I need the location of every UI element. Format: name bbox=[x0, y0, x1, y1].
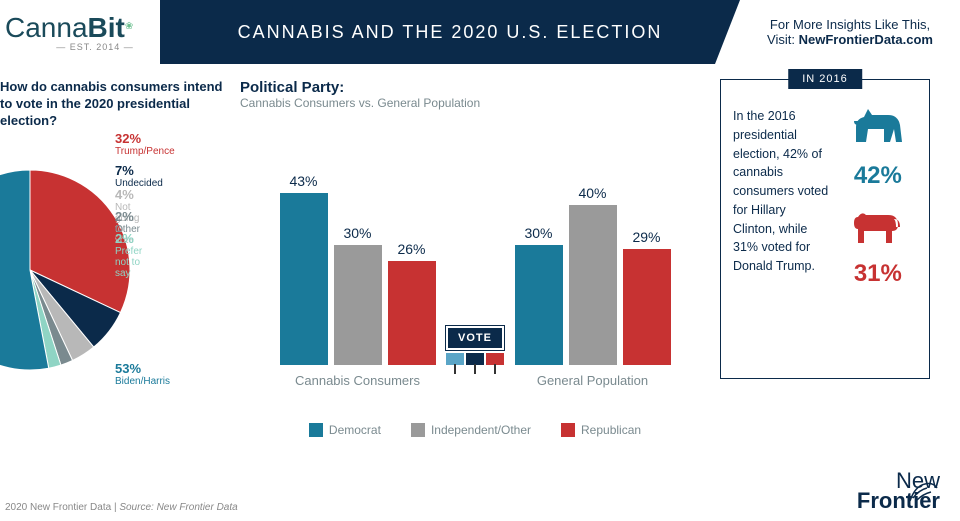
title-text: CANNABIS AND THE 2020 U.S. ELECTION bbox=[238, 22, 663, 43]
header: CannaBit❀ — EST. 2014 — CANNABIS AND THE… bbox=[0, 0, 960, 64]
bar-title: Political Party: bbox=[240, 79, 710, 96]
insights-line1: For More Insights Like This, bbox=[748, 17, 952, 32]
lion-icon bbox=[905, 476, 945, 506]
legend-swatch bbox=[411, 423, 425, 437]
insights-cta: For More Insights Like This, Visit: NewF… bbox=[740, 0, 960, 64]
logo-bold: Bit bbox=[88, 12, 125, 43]
pie-section: How do cannabis consumers intend to vote… bbox=[0, 79, 230, 464]
vote-signs bbox=[446, 353, 504, 365]
vote-box: VOTE bbox=[446, 326, 504, 350]
bar-chart: 43%30%26% VOTE 30%40%29% bbox=[240, 135, 710, 365]
bar-value: 40% bbox=[569, 185, 617, 201]
bar-group: 43%30%26% bbox=[280, 193, 436, 365]
insights-link: NewFrontierData.com bbox=[799, 32, 933, 47]
sign-icon bbox=[486, 353, 504, 365]
copyright: 2020 New Frontier Data | bbox=[5, 502, 119, 513]
bar: 40% bbox=[569, 205, 617, 365]
pie-label: 53%Biden/Harris bbox=[115, 362, 170, 387]
legend-swatch bbox=[309, 423, 323, 437]
sidebox-2016: IN 2016 In the 2016 presidential electio… bbox=[720, 79, 930, 379]
legend-item: Republican bbox=[561, 423, 641, 437]
logo-pre: Canna bbox=[5, 12, 88, 43]
dem-pct: 42% bbox=[839, 162, 917, 190]
bar-section: Political Party: Cannabis Consumers vs. … bbox=[230, 79, 720, 464]
group-label: General Population bbox=[508, 373, 678, 388]
pie-label: 32%Trump/Pence bbox=[115, 132, 175, 157]
bar-value: 43% bbox=[280, 173, 328, 189]
pie-label: 7%Undecided bbox=[115, 164, 163, 189]
bar: 43% bbox=[280, 193, 328, 365]
bar: 30% bbox=[334, 245, 382, 365]
bar: 30% bbox=[515, 245, 563, 365]
sign-icon bbox=[446, 353, 464, 365]
elephant-icon bbox=[839, 205, 917, 255]
donkey-icon bbox=[839, 107, 917, 157]
sign-icon bbox=[466, 353, 484, 365]
leaf-icon: ❀ bbox=[125, 21, 133, 32]
bar-value: 29% bbox=[623, 229, 671, 245]
sidebox-content: In the 2016 presidential election, 42% o… bbox=[733, 107, 917, 288]
legend-label: Independent/Other bbox=[431, 423, 531, 437]
legend-label: Republican bbox=[581, 423, 641, 437]
sidebox-header: IN 2016 bbox=[788, 69, 862, 89]
pie-question: How do cannabis consumers intend to vote… bbox=[0, 79, 225, 130]
insights-line2: Visit: NewFrontierData.com bbox=[748, 32, 952, 47]
source: Source: New Frontier Data bbox=[119, 502, 237, 513]
est-text: — EST. 2014 — bbox=[5, 42, 185, 52]
pie-label: 2%Prefer not to say bbox=[115, 232, 142, 279]
sidebox-icons: 42% 31% bbox=[839, 107, 917, 288]
rep-pct: 31% bbox=[839, 260, 917, 288]
logo-area: CannaBit❀ — EST. 2014 — bbox=[0, 0, 185, 64]
vote-icon: VOTE bbox=[446, 326, 504, 365]
nf-logo: New Frontier bbox=[857, 471, 940, 511]
legend-swatch bbox=[561, 423, 575, 437]
footer: 2020 New Frontier Data | Source: New Fro… bbox=[5, 502, 238, 513]
legend-item: Independent/Other bbox=[411, 423, 531, 437]
bar: 26% bbox=[388, 261, 436, 365]
bar-value: 30% bbox=[515, 225, 563, 241]
logo-text: CannaBit❀ bbox=[5, 12, 185, 44]
pie-chart-wrap: 32%Trump/Pence7%Undecided4%Not going to … bbox=[0, 140, 225, 420]
bar: 29% bbox=[623, 249, 671, 365]
bar-legend: Democrat Independent/Other Republican bbox=[240, 423, 710, 437]
bar-value: 26% bbox=[388, 241, 436, 257]
group-label: Cannabis Consumers bbox=[273, 373, 443, 388]
legend-label: Democrat bbox=[329, 423, 381, 437]
bar-group: 30%40%29% bbox=[515, 205, 671, 365]
sidebox-text: In the 2016 presidential election, 42% o… bbox=[733, 107, 829, 288]
legend-item: Democrat bbox=[309, 423, 381, 437]
bar-value: 30% bbox=[334, 225, 382, 241]
content: How do cannabis consumers intend to vote… bbox=[0, 64, 960, 464]
title-banner: CANNABIS AND THE 2020 U.S. ELECTION bbox=[160, 0, 715, 64]
bar-subtitle: Cannabis Consumers vs. General Populatio… bbox=[240, 96, 710, 110]
